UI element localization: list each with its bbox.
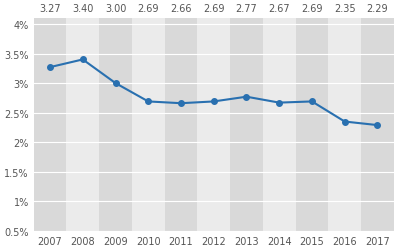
Bar (361, 19, 394, 231)
Bar (165, 19, 197, 231)
Bar (230, 19, 263, 231)
Bar (296, 19, 328, 231)
Bar (197, 19, 230, 231)
Bar (99, 19, 132, 231)
Bar (328, 19, 361, 231)
Bar (263, 19, 296, 231)
Bar (34, 19, 66, 231)
Bar (132, 19, 165, 231)
Bar (66, 19, 99, 231)
